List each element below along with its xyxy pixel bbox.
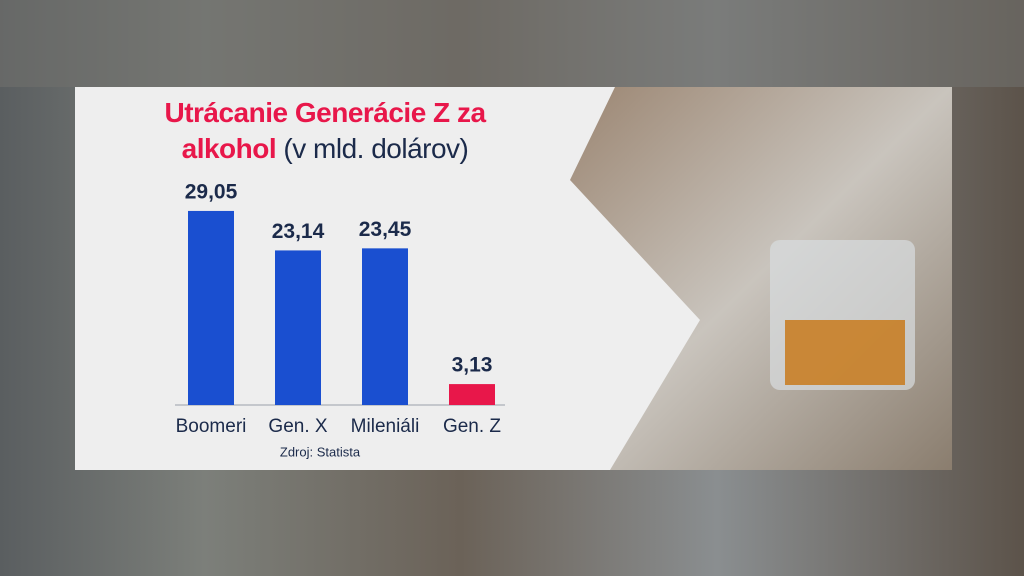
bar (362, 248, 408, 405)
value-label: 29,05 (185, 180, 238, 203)
x-tick-label: Gen. X (268, 416, 327, 437)
bar (449, 384, 495, 405)
bar (275, 250, 321, 405)
background (0, 0, 1024, 87)
chart-title: Utrácanie Generácie Z za alkohol (v mld.… (135, 95, 515, 167)
whisky (785, 320, 905, 385)
x-tick-label: Mileniáli (351, 416, 420, 437)
subtitle: (v mld. dolárov) (283, 133, 469, 164)
bar (188, 210, 234, 405)
x-tick-label: Boomeri (176, 416, 247, 437)
x-tick-label: Gen. Z (443, 416, 501, 437)
title: Utrácanie Generácie Z za alkohol (164, 97, 486, 164)
value-label: 23,45 (359, 218, 412, 241)
source: Zdroj: Statista (280, 444, 361, 459)
value-label: 3,13 (452, 354, 493, 377)
value-label: 23,14 (272, 220, 325, 243)
